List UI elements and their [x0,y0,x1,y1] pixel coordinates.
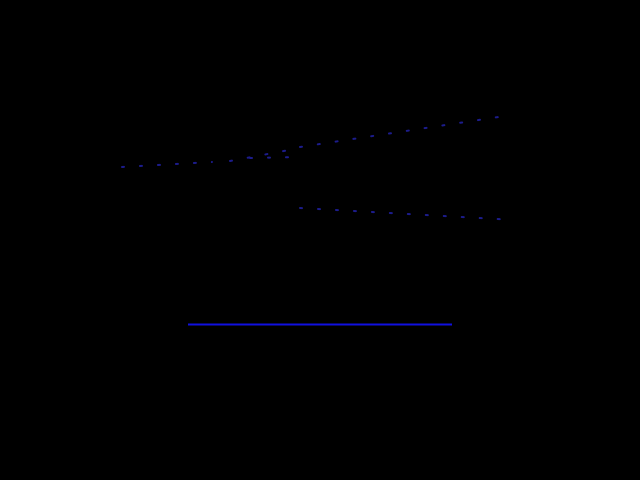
dotted-trail [229,147,301,162]
dotted-trail [299,207,516,221]
